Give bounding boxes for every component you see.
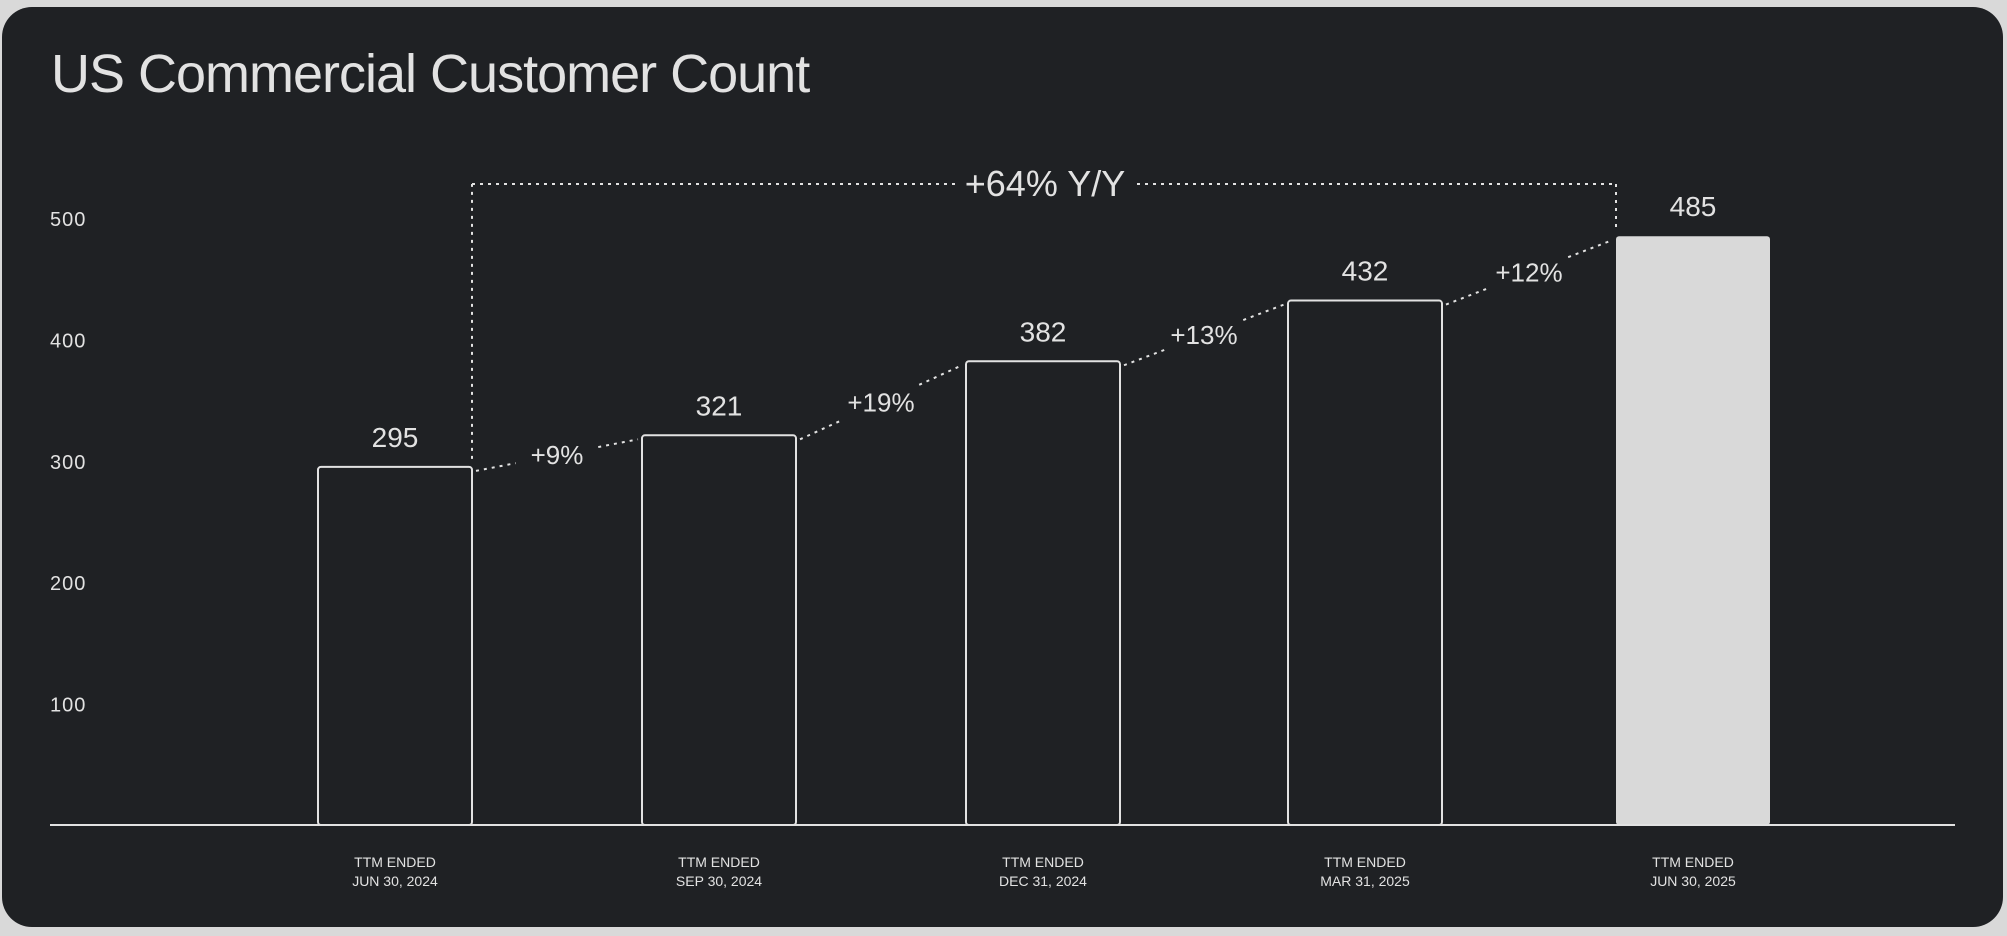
growth-connector: [799, 418, 844, 441]
growth-connector: [598, 438, 639, 449]
bar-value-label: 382: [1020, 316, 1067, 347]
y-tick-label: 500: [50, 209, 86, 231]
bar-value-label: 432: [1342, 256, 1389, 287]
growth-label: +19%: [847, 387, 914, 417]
growth-label: +9%: [531, 440, 584, 470]
bar: [1287, 299, 1443, 826]
chart-title: US Commercial Customer Count: [51, 44, 810, 104]
growth-connector: [918, 364, 963, 386]
x-tick-label: TTM ENDED DEC 31, 2024: [999, 854, 1087, 889]
growth-connector: [1445, 286, 1491, 306]
bar: [965, 360, 1121, 826]
x-tick-label: TTM ENDED SEP 30, 2024: [676, 854, 762, 889]
growth-connector: [475, 462, 516, 472]
bar-value-label: 321: [696, 390, 743, 421]
growth-connector: [1123, 348, 1166, 367]
y-tick-label: 100: [50, 695, 86, 717]
growth-connector: [1567, 239, 1613, 259]
bar-value-label: 295: [372, 422, 419, 453]
x-tick-label: TTM ENDED JUN 30, 2024: [352, 854, 438, 889]
x-tick-label: TTM ENDED MAR 31, 2025: [1320, 854, 1410, 889]
yoy-growth-label: +64% Y/Y: [965, 163, 1125, 204]
x-tick-label: TTM ENDED JUN 30, 2025: [1650, 854, 1736, 889]
y-tick-label: 200: [50, 573, 86, 595]
y-tick-label: 400: [50, 330, 86, 352]
y-tick-label: 300: [50, 452, 86, 474]
growth-connector: [1242, 303, 1285, 321]
bar: [641, 434, 797, 826]
bar: [1616, 236, 1770, 825]
bar-value-label: 485: [1670, 191, 1717, 222]
growth-label: +13%: [1170, 320, 1237, 350]
chart-card: US Commercial Customer Count 100 200 300 40…: [2, 7, 2003, 927]
bar: [317, 465, 473, 826]
growth-label: +12%: [1495, 257, 1562, 287]
bar-chart: 100 200 300 400 500 295 TTM ENDED JUN 30, 2024 3…: [50, 163, 1955, 889]
